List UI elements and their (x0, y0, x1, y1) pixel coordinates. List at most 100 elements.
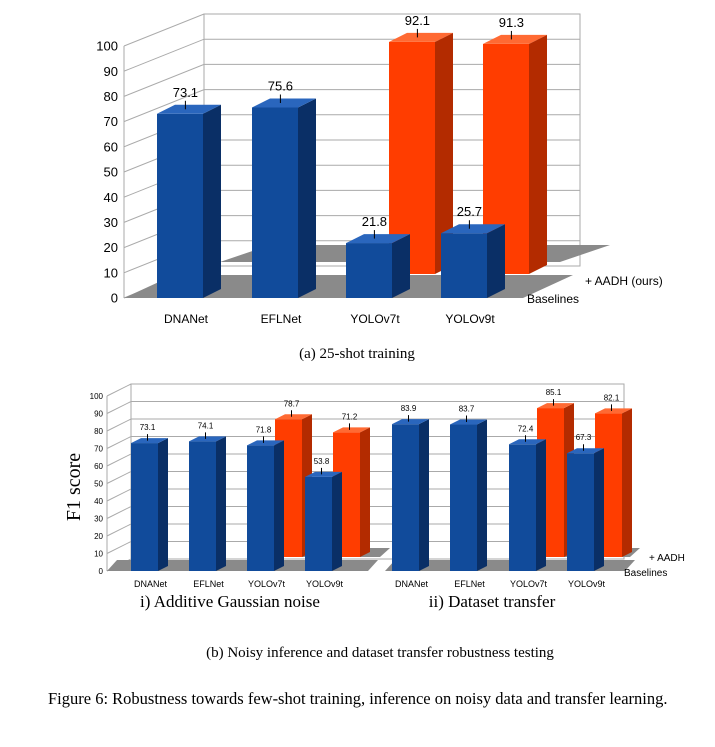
y-tick-label: 20 (94, 532, 103, 541)
chart-b-series-label-baselines: Baselines (624, 568, 667, 579)
bar-baseline-front (131, 443, 158, 571)
bar-baseline-front (252, 107, 298, 298)
chart-b-category-labels: DNANet EFLNet YOLOv7t YOLOv9t DNANet EFLNet YO… (134, 579, 606, 589)
bar-aadh-side (435, 32, 453, 274)
bar-baseline: 73.1 (131, 423, 168, 571)
y-tick-label: 20 (104, 240, 118, 255)
x-category-label: DNANet (134, 579, 168, 589)
data-label: 53.8 (314, 457, 330, 466)
data-label: 82.1 (604, 393, 620, 402)
bar-baseline-front (305, 476, 332, 571)
data-label: 67.3 (576, 433, 592, 442)
bar-baseline: 71.8 (247, 425, 284, 571)
y-tick-label: 50 (104, 165, 118, 180)
data-label: 75.6 (268, 78, 293, 93)
gridline (106, 418, 624, 432)
x-category-label: YOLOv7t (510, 579, 548, 589)
bar-baseline-top (157, 104, 221, 114)
bar-baseline: 73.1 (157, 85, 221, 299)
bar-aadh-top (537, 403, 574, 409)
x-category-label: EFLNet (193, 579, 224, 589)
bar-baseline: 53.8 (305, 457, 342, 571)
x-category-label: DNANet (164, 312, 209, 326)
bar-baseline-side (536, 439, 546, 571)
x-category-label: DNANet (395, 579, 429, 589)
y-tick-label: 40 (104, 190, 118, 205)
data-label: 71.2 (342, 412, 358, 421)
chart-a: 0 10 20 30 40 50 60 70 80 90 100 92.1 91.3 73.1 75.6 2… (96, 13, 662, 362)
bar-aadh-side (529, 34, 547, 275)
bar-baseline-side (477, 419, 487, 571)
data-label: 21.8 (362, 214, 387, 229)
bar-baseline-top (392, 419, 429, 425)
bar-aadh-top (389, 32, 453, 42)
bar-baseline-top (567, 448, 604, 454)
data-label: 71.8 (256, 425, 272, 434)
chart-a-series-label-aadh: + AADH (ours) (585, 274, 663, 288)
bar-baseline: 75.6 (252, 78, 316, 298)
y-tick-label: 0 (111, 291, 118, 306)
bar-baseline-front (247, 445, 274, 571)
bar-baseline-top (441, 224, 505, 234)
chart-a-subtitle: (a) 25-shot training (299, 346, 415, 362)
bar-baseline-side (487, 224, 505, 298)
bar-baseline-top (189, 436, 226, 442)
gridline (123, 89, 580, 123)
y-tick-label: 70 (94, 444, 103, 453)
y-tick-label: 90 (94, 409, 103, 418)
x-category-label: YOLOv7t (350, 312, 400, 326)
bar-baseline-side (594, 448, 604, 571)
chart-b-group-label-transfer: ii) Dataset transfer (429, 592, 556, 611)
data-label: 92.1 (405, 13, 430, 28)
y-tick-label: 100 (90, 392, 104, 401)
x-category-label: EFLNet (454, 579, 485, 589)
data-label: 73.1 (173, 85, 198, 100)
bar-baseline-top (450, 419, 487, 425)
data-label: 72.4 (518, 424, 534, 433)
chart-a-series-label-baselines: Baselines (527, 292, 579, 306)
chart-b-subtitle: (b) Noisy inference and dataset transfer… (206, 645, 554, 661)
bar-baseline-side (158, 438, 168, 571)
bar-baseline-side (392, 234, 410, 298)
y-tick-label: 70 (104, 114, 118, 129)
gridline (123, 38, 580, 72)
y-tick-label: 60 (94, 462, 103, 471)
chart-a-y-ticks: 0 10 20 30 40 50 60 70 80 90 100 (96, 39, 118, 306)
bar-baseline: 83.7 (450, 405, 487, 571)
bar-aadh-top (333, 427, 370, 433)
bar-aadh-top (483, 34, 547, 44)
y-tick-label: 90 (104, 64, 118, 79)
bar-baseline-side (203, 104, 221, 299)
bar-baseline-front (346, 243, 392, 298)
chart-a-bars: 92.1 91.3 73.1 75.6 21.8 25.7 (157, 13, 547, 299)
gridline (106, 401, 624, 414)
data-label: 85.1 (546, 388, 562, 397)
gridline (123, 63, 580, 97)
x-category-label: YOLOv9t (568, 579, 606, 589)
bar-baseline-side (332, 471, 342, 571)
chart-b-y-axis-label: F1 score (63, 453, 85, 521)
bar-baseline-top (509, 439, 546, 445)
bar-baseline-top (252, 98, 316, 108)
bar-baseline-top (131, 438, 168, 444)
bar-baseline-top (346, 234, 410, 244)
data-label: 83.9 (401, 404, 417, 413)
y-tick-label: 80 (104, 89, 118, 104)
chart-b-series-label-aadh: + AADH (649, 553, 685, 564)
chart-a-category-labels: DNANet EFLNet YOLOv7t YOLOv9t (164, 312, 495, 326)
bar-baseline-front (450, 424, 477, 571)
bar-baseline: 67.3 (567, 433, 604, 571)
x-category-label: YOLOv7t (248, 579, 286, 589)
y-tick-label: 30 (104, 215, 118, 230)
figure-caption: Figure 6: Robustness towards few-shot tr… (48, 689, 668, 708)
data-label: 78.7 (284, 399, 300, 408)
y-tick-label: 100 (96, 39, 118, 54)
data-label: 91.3 (499, 15, 524, 30)
bar-baseline-side (298, 98, 316, 298)
x-category-label: YOLOv9t (306, 579, 344, 589)
bar-baseline-front (392, 424, 419, 571)
y-tick-label: 50 (94, 479, 103, 488)
y-tick-label: 30 (94, 514, 103, 523)
